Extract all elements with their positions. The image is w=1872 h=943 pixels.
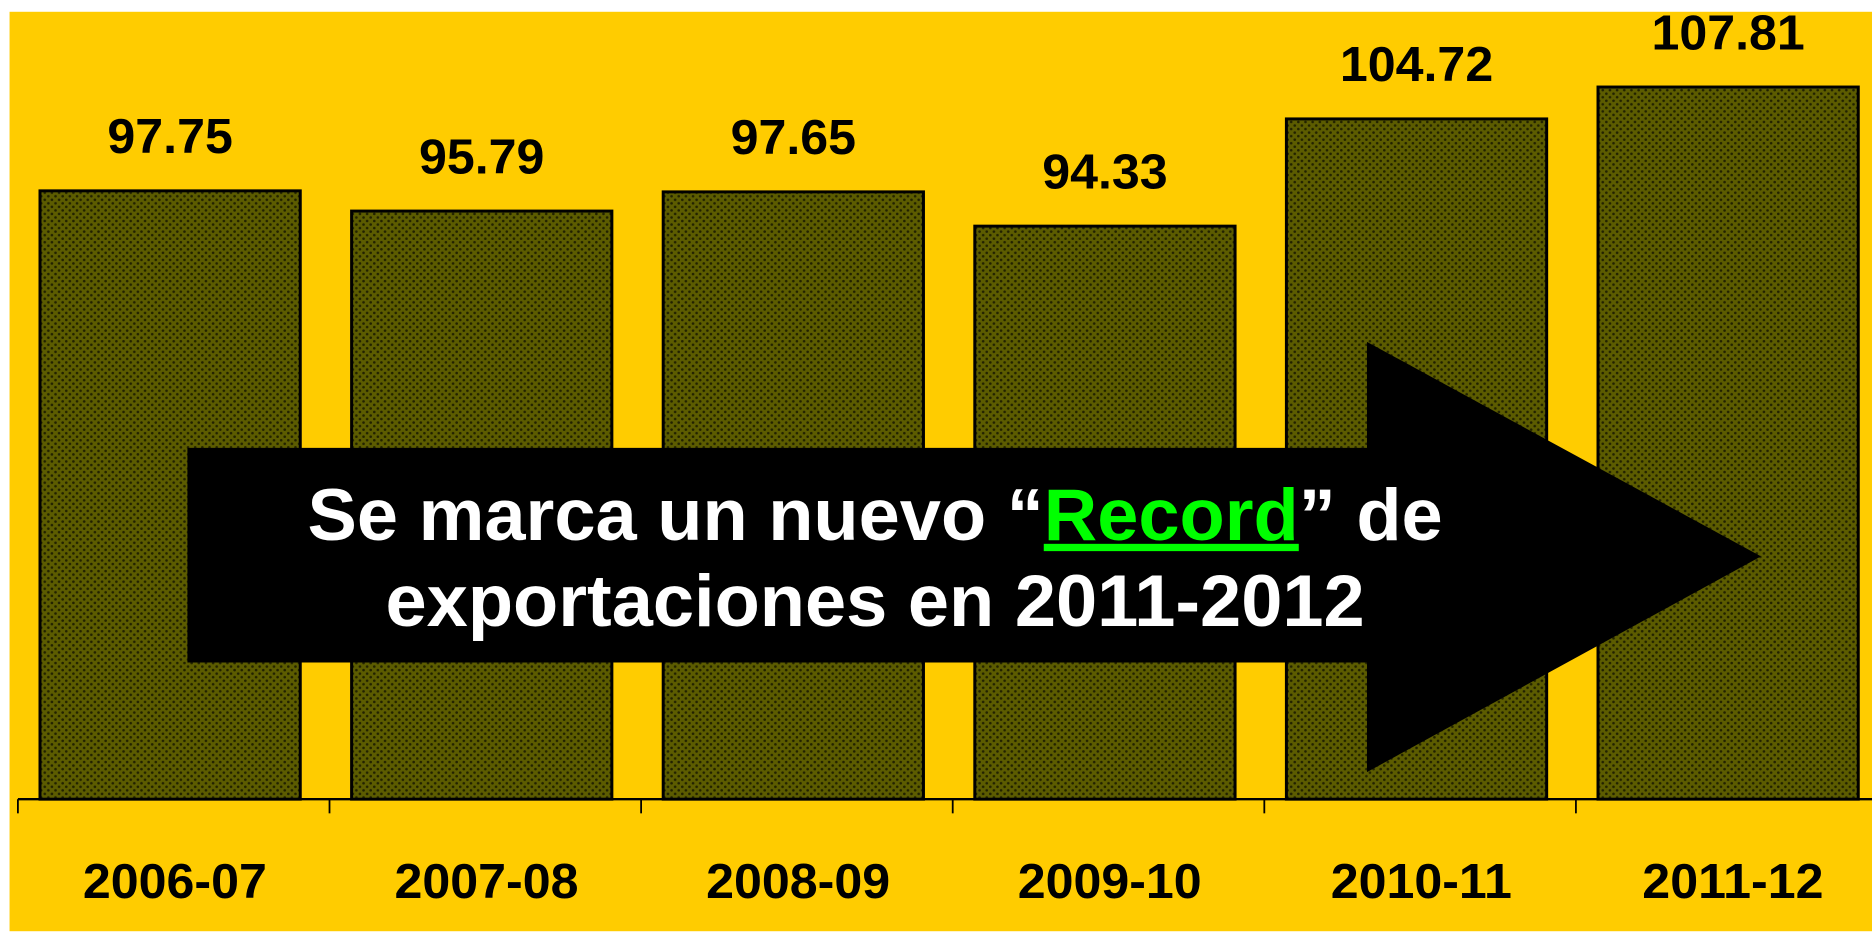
annotation-text: ” de	[1299, 473, 1443, 555]
value-label: 104.72	[1340, 36, 1493, 92]
bar	[1596, 85, 1860, 801]
x-tick-label: 2008-09	[706, 853, 890, 909]
value-label: 97.75	[107, 108, 232, 164]
x-tick-label: 2009-10	[1018, 853, 1202, 909]
value-label: 95.79	[419, 129, 544, 185]
x-tick-label: 2011-12	[1642, 853, 1823, 909]
x-tick-label: 2007-08	[395, 853, 579, 909]
value-label: 107.81	[1651, 5, 1804, 61]
arrow	[187, 341, 1761, 773]
annotation-highlight: Record	[1044, 473, 1299, 555]
annotation-line-1: Se marca un nuevo “Record” de	[307, 473, 1442, 555]
value-label: 94.33	[1042, 144, 1167, 200]
annotation-text: Se marca un nuevo “	[307, 473, 1043, 555]
annotation-line-2: exportaciones en 2011-2012	[386, 559, 1365, 641]
x-tick-label: 2010-11	[1331, 853, 1512, 909]
x-tick-label: 2006-07	[83, 853, 267, 909]
value-label: 97.65	[731, 109, 856, 165]
